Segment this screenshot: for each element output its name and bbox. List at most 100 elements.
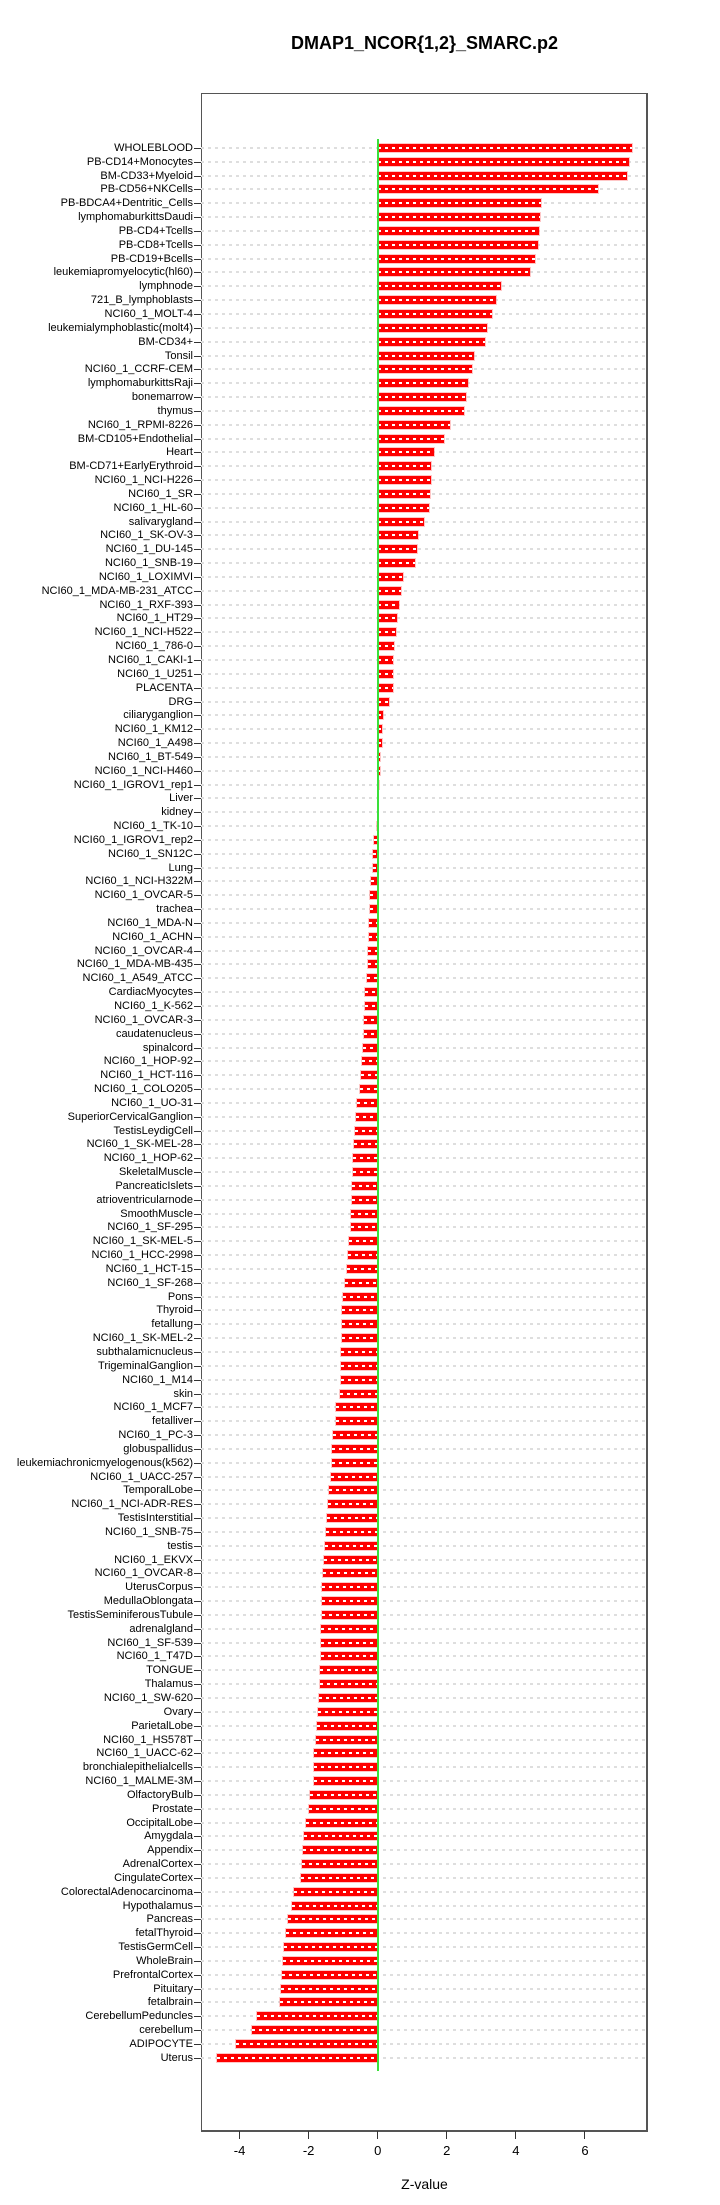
grid-line <box>201 1946 648 1949</box>
y-tick-label: NCI60_1_M14 <box>122 1373 193 1386</box>
zero-reference-line <box>376 139 379 2071</box>
bar-grid-overlay <box>377 229 540 232</box>
y-tick-label: SkeletalMuscle <box>119 1166 193 1179</box>
y-tick <box>194 369 201 371</box>
bar <box>377 586 401 595</box>
y-tick-label: PB-CD4+Tcells <box>118 224 193 237</box>
y-tick <box>194 410 201 412</box>
bar <box>235 2040 378 2048</box>
y-tick-label: WHOLEBLOOD <box>114 141 193 154</box>
y-tick <box>194 1033 201 1035</box>
bar <box>327 1514 378 1523</box>
bar-grid-overlay <box>377 589 401 592</box>
y-tick-label: NCI60_1_MCF7 <box>113 1401 193 1414</box>
bar-grid-overlay <box>361 1074 378 1077</box>
y-tick <box>194 230 201 232</box>
y-tick-label: NCI60_1_CAKI-1 <box>108 654 193 666</box>
y-tick-label: Thalamus <box>144 1678 193 1691</box>
bar-grid-overlay <box>341 1364 378 1367</box>
grid-line <box>201 617 648 620</box>
y-tick-label: kidney <box>161 806 193 819</box>
bar <box>363 1043 378 1052</box>
y-tick-label: Lung <box>168 861 193 874</box>
y-tick <box>194 493 201 495</box>
y-tick-label: NCI60_1_HL-60 <box>113 501 194 514</box>
y-tick <box>194 756 201 758</box>
y-tick <box>194 1753 201 1755</box>
grid-line <box>201 866 648 869</box>
y-tick <box>194 812 201 814</box>
y-tick <box>194 1130 201 1132</box>
grid-line <box>201 1932 648 1935</box>
bar-grid-overlay <box>377 368 472 371</box>
bar <box>364 1015 378 1024</box>
bar-grid-overlay <box>320 1669 378 1672</box>
y-tick-label: PB-CD56+NKCells <box>100 183 193 196</box>
y-tick <box>194 1504 201 1506</box>
y-tick-label: skin <box>173 1387 193 1400</box>
y-tick-label: NCI60_1_MDA-N <box>107 916 193 929</box>
bar-grid-overlay <box>377 575 404 578</box>
y-tick-label: NCI60_1_IGROV1_rep1 <box>73 778 193 791</box>
y-tick <box>194 1974 201 1976</box>
bar-grid-overlay <box>377 451 435 454</box>
y-tick-label: leukemiachronicmyelogenous(k562) <box>16 1456 193 1469</box>
bar <box>377 296 497 305</box>
bar-grid-overlay <box>363 1046 378 1049</box>
bar <box>351 1209 378 1218</box>
y-tick <box>194 314 201 315</box>
y-tick <box>194 424 201 426</box>
y-tick-label: spinalcord <box>142 1041 193 1054</box>
bar-grid-overlay <box>377 520 425 523</box>
grid-line <box>201 1240 648 1243</box>
grid-line <box>201 1018 648 1021</box>
grid-line <box>201 825 648 828</box>
bar <box>362 1057 378 1066</box>
y-tick-label: adrenalgland <box>129 1622 193 1635</box>
grid-line <box>201 963 648 966</box>
bar-grid-overlay <box>322 1586 378 1589</box>
bar <box>304 1832 378 1841</box>
grid-line <box>201 977 648 980</box>
y-tick-label: Uterus <box>160 2051 193 2064</box>
y-tick-label: NCI60_1_OVCAR-5 <box>94 889 193 902</box>
grid-line <box>201 1309 648 1312</box>
grid-line <box>201 1530 648 1533</box>
bar <box>369 905 378 914</box>
bar-grid-overlay <box>302 1849 378 1852</box>
y-tick <box>194 521 201 523</box>
bar-grid-overlay <box>319 1683 378 1686</box>
y-tick <box>194 1684 201 1686</box>
bar-grid-overlay <box>377 465 432 468</box>
y-tick <box>194 1352 201 1353</box>
grid-line <box>201 1226 648 1229</box>
y-tick <box>194 853 201 855</box>
grid-line <box>201 603 648 606</box>
y-tick-label: NCI60_1_RPMI-8226 <box>87 418 193 431</box>
grid-line <box>201 1434 648 1437</box>
x-tick <box>584 2131 586 2139</box>
y-tick <box>194 881 201 883</box>
bar <box>372 863 378 872</box>
y-tick <box>194 590 201 592</box>
y-tick <box>194 1255 201 1257</box>
y-tick <box>194 1822 201 1824</box>
bar <box>323 1569 378 1578</box>
grid-line <box>201 894 648 897</box>
y-tick <box>194 1379 201 1381</box>
y-tick-label: NCI60_1_NCI-H322M <box>85 875 193 888</box>
y-tick <box>194 1102 201 1104</box>
y-tick <box>194 1891 201 1893</box>
bar-grid-overlay <box>318 1697 378 1699</box>
y-tick-label: PB-CD8+Tcells <box>118 238 193 251</box>
x-tick <box>377 2131 379 2139</box>
bar-grid-overlay <box>377 755 381 758</box>
bar <box>352 1181 378 1190</box>
y-tick <box>194 1241 201 1243</box>
grid-line <box>201 534 648 537</box>
y-tick <box>194 300 201 302</box>
bar <box>330 1472 378 1481</box>
bar <box>322 1583 378 1592</box>
y-tick <box>194 1614 201 1616</box>
grid-line <box>201 548 648 551</box>
